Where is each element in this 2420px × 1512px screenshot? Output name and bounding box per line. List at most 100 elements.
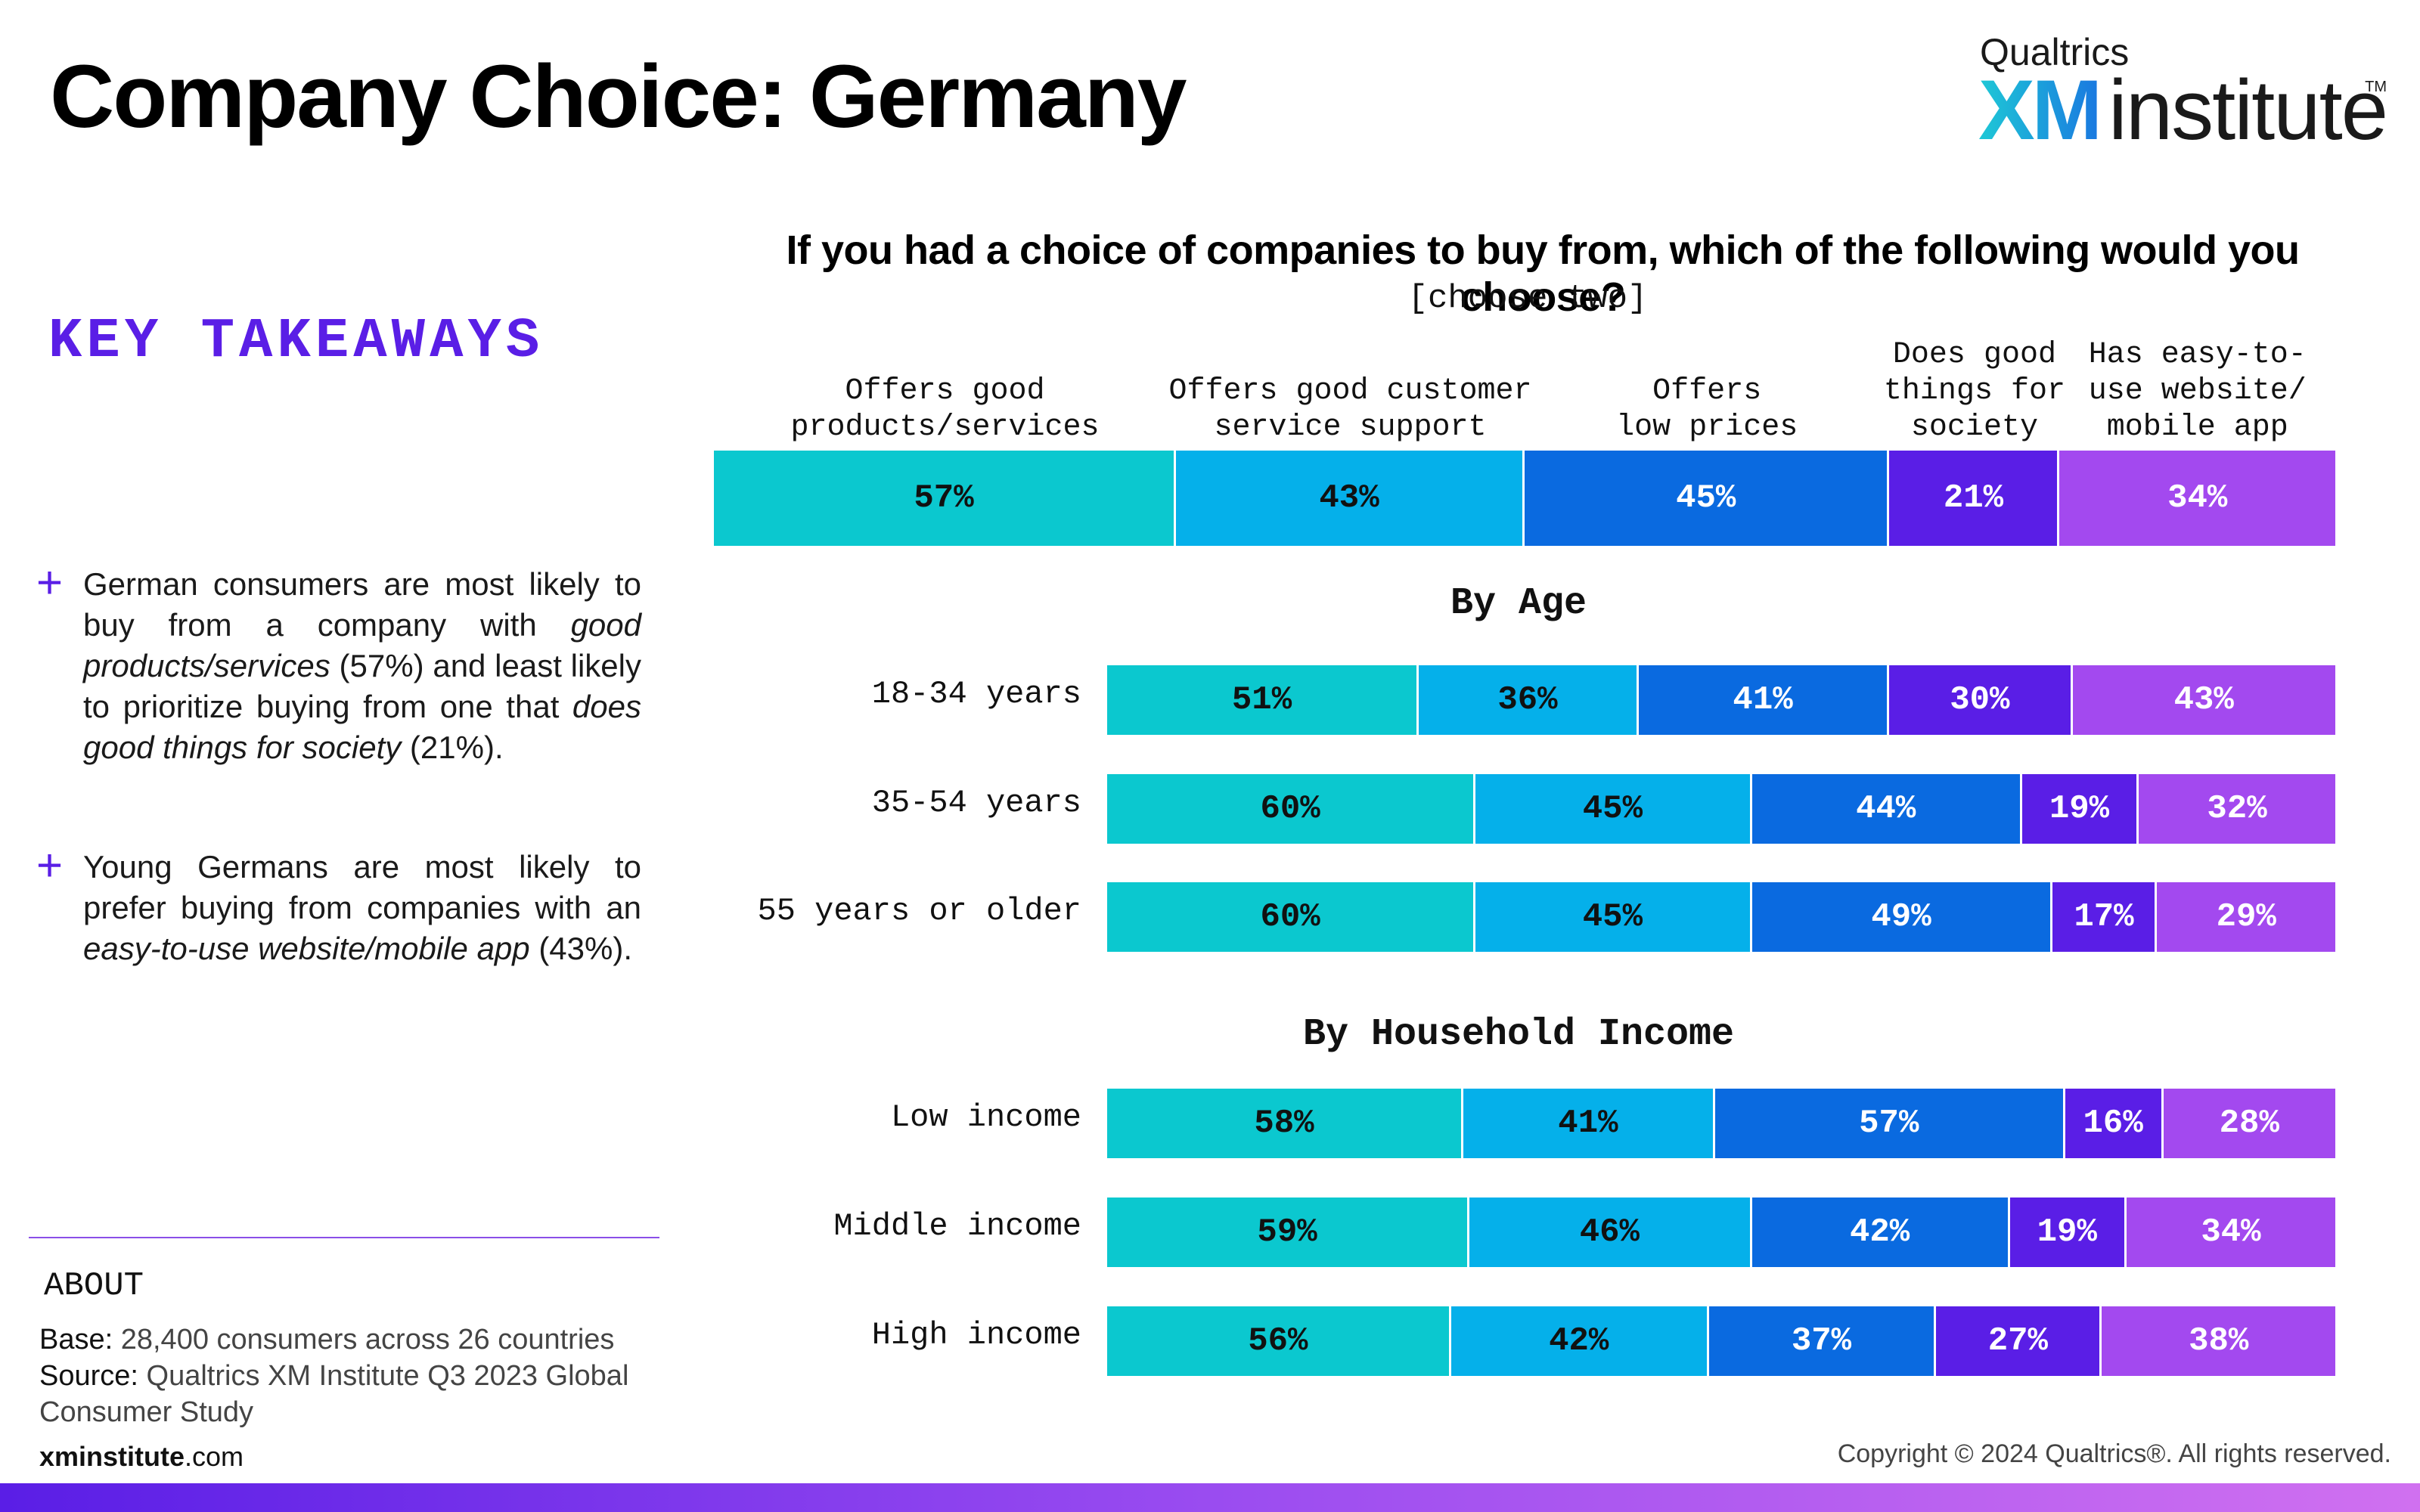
about-divider — [29, 1237, 659, 1238]
row-label: Middle income — [833, 1208, 1081, 1244]
bar-segment: 43% — [1176, 451, 1525, 546]
bar-value-label: 60% — [1260, 790, 1320, 828]
bar-segment: 36% — [1419, 665, 1639, 735]
stacked-bar: 60% 45% 44% 19% 32% — [1107, 774, 2335, 844]
xm-institute-logo: Qualtrics XM institute TM — [1978, 30, 2388, 153]
bar-value-label: 60% — [1260, 898, 1320, 936]
bar-value-label: 57% — [914, 479, 974, 517]
bar-value-label: 57% — [1859, 1105, 1919, 1142]
takeaway-item: + Young Germans are most likely to prefe… — [36, 840, 641, 969]
bar-segment: 57% — [1714, 1089, 2065, 1158]
bar-value-label: 45% — [1582, 898, 1643, 936]
bar-value-label: 43% — [1319, 479, 1379, 517]
bar-segment: 45% — [1475, 774, 1752, 844]
bar-value-label: 19% — [2037, 1213, 2097, 1251]
stacked-bar: 58% 41% 57% 16% 28% — [1107, 1089, 2335, 1158]
bar-segment: 30% — [1889, 665, 2073, 735]
bar-value-label: 58% — [1254, 1105, 1314, 1142]
bar-value-label: 38% — [2189, 1322, 2249, 1360]
bar-segment: 60% — [1107, 882, 1476, 952]
source-label: Source: — [39, 1360, 138, 1392]
bar-segment: 27% — [1936, 1306, 2102, 1376]
source-text: Qualtrics XM Institute Q3 2023 Global Co… — [39, 1360, 629, 1428]
bar-segment: 41% — [1463, 1089, 1715, 1158]
takeaway-text: Young Germans are most likely to prefer … — [83, 849, 641, 966]
bar-value-label: 21% — [1943, 479, 2004, 517]
bar-segment: 43% — [2072, 665, 2335, 735]
group-title: By Age — [1450, 582, 1587, 625]
bar-segment: 19% — [2009, 1198, 2127, 1267]
about-title: ABOUT — [44, 1267, 144, 1305]
category-header: Has easy-to- use website/ mobile app — [2088, 338, 2307, 445]
bar-segment: 46% — [1469, 1198, 1752, 1267]
logo-trademark: TM — [2365, 79, 2387, 95]
row-label: Low income — [890, 1099, 1081, 1136]
bar-value-label: 45% — [1676, 479, 1736, 517]
bar-value-label: 59% — [1257, 1213, 1317, 1251]
bar-value-label: 43% — [2173, 681, 2234, 719]
bar-value-label: 45% — [1582, 790, 1643, 828]
bar-value-label: 19% — [2049, 790, 2110, 828]
bar-segment: 45% — [1524, 451, 1890, 546]
bar-segment: 19% — [2021, 774, 2139, 844]
bar-segment: 29% — [2157, 882, 2335, 952]
bar-segment: 58% — [1107, 1089, 1463, 1158]
bar-value-label: 28% — [2219, 1105, 2279, 1142]
bar-segment: 32% — [2139, 774, 2335, 844]
bar-segment: 37% — [1708, 1306, 1937, 1376]
about-base: Base: 28,400 consumers across 26 countri… — [39, 1321, 614, 1358]
logo-qualtrics-text: Qualtrics — [1980, 31, 2130, 73]
bar-value-label: 34% — [2201, 1213, 2261, 1251]
bar-value-label: 41% — [1733, 681, 1793, 719]
bar-value-label: 17% — [2074, 898, 2134, 936]
row-label: 18-34 years — [871, 676, 1081, 712]
takeaway-item: + German consumers are most likely to bu… — [36, 557, 641, 768]
logo-institute-text: institute — [2108, 63, 2388, 157]
bar-value-label: 49% — [1871, 898, 1931, 936]
site-name: xminstitute — [39, 1441, 185, 1472]
bar-segment: 60% — [1107, 774, 1476, 844]
bar-segment: 34% — [2059, 451, 2335, 546]
bottom-gradient-band — [0, 1483, 2420, 1512]
bar-value-label: 37% — [1791, 1322, 1852, 1360]
bar-value-label: 27% — [1987, 1322, 2048, 1360]
bar-segment: 49% — [1751, 882, 2053, 952]
bar-value-label: 34% — [2167, 479, 2228, 517]
group-title: By Household Income — [1302, 1013, 1735, 1056]
stacked-bar: 56% 42% 37% 27% 38% — [1107, 1306, 2335, 1376]
bar-segment: 57% — [714, 451, 1177, 546]
stacked-bar: 60% 45% 49% 17% 29% — [1107, 882, 2335, 952]
logo-xm-text: XM — [1978, 63, 2102, 157]
bar-value-label: 56% — [1248, 1322, 1308, 1360]
bar-segment: 34% — [2126, 1198, 2335, 1267]
bar-segment: 16% — [2065, 1089, 2164, 1158]
bar-segment: 42% — [1751, 1198, 2010, 1267]
base-text: 28,400 consumers across 26 countries — [113, 1324, 615, 1356]
bar-value-label: 46% — [1579, 1213, 1640, 1251]
copyright-notice: Copyright © 2024 Qualtrics®. All rights … — [1837, 1439, 2391, 1468]
about-source: Source: Qualtrics XM Institute Q3 2023 G… — [39, 1358, 659, 1430]
category-header: Does good things for society — [1883, 338, 2065, 445]
logo-wordmark: XM institute — [1978, 68, 2388, 153]
bar-value-label: 16% — [2083, 1105, 2143, 1142]
base-label: Base: — [39, 1324, 113, 1356]
chart-title: If you had a choice of companies to buy … — [786, 228, 2300, 320]
bar-segment: 38% — [2102, 1306, 2335, 1376]
category-header: Offers good customer service support — [1168, 374, 1532, 445]
bar-value-label: 41% — [1558, 1105, 1618, 1142]
plus-icon: + — [36, 557, 64, 608]
bar-segment: 41% — [1638, 665, 1890, 735]
takeaway-text: German consumers are most likely to buy … — [83, 566, 641, 765]
stacked-bar: 57% 43% 45% 21% 34% — [714, 451, 2335, 546]
row-label: High income — [871, 1317, 1081, 1353]
bar-value-label: 51% — [1231, 681, 1292, 719]
site-link[interactable]: xminstitute.com — [39, 1441, 244, 1473]
bar-value-label: 36% — [1497, 681, 1558, 719]
plus-icon: + — [36, 840, 64, 891]
category-header: Offers low prices — [1616, 374, 1798, 445]
bar-segment: 28% — [2163, 1089, 2335, 1158]
bar-value-label: 32% — [2207, 790, 2267, 828]
row-label: 55 years or older — [757, 893, 1081, 929]
page-title: Company Choice: Germany — [50, 47, 1187, 147]
bar-segment: 56% — [1107, 1306, 1451, 1376]
